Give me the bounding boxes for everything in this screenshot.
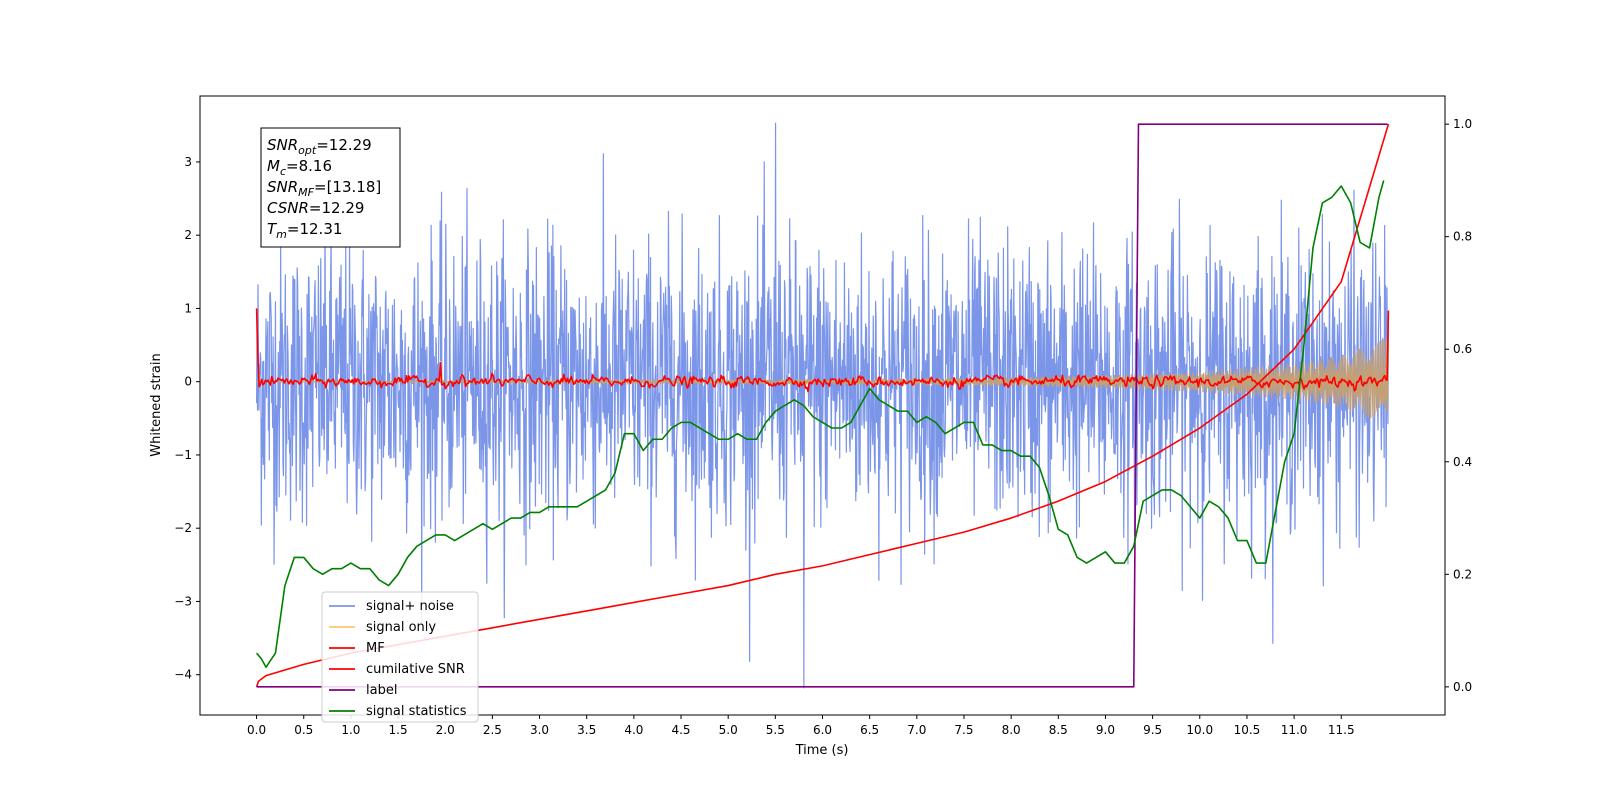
x-tick-label: 0.5 [294,723,313,737]
series-signal-statistics [255,180,1385,668]
series-signal-noise [255,122,1390,689]
y-right-tick-label: 0.4 [1453,455,1472,469]
x-tick-label: 1.0 [341,723,360,737]
y-right-tick-label: 1.0 [1453,117,1472,131]
x-tick-label: 3.5 [577,723,596,737]
legend: signal+ noise signal only MF cumilative SNR… [321,591,479,723]
y-left-tick-label: −4 [174,668,192,682]
y-left-tick-label: −2 [174,521,192,535]
y-right-tick-label: 0.0 [1453,680,1472,694]
legend-label: signal only [366,620,436,635]
y-right-tick-label: 0.2 [1453,567,1472,581]
y-axis-label: Whitened strain [149,353,164,456]
y-left-tick-label: 0 [184,375,192,389]
x-tick-label: 5.5 [766,723,785,737]
y-left-tick-label: −3 [174,594,192,608]
x-tick-label: 3.0 [530,723,549,737]
y-left-tick-label: 2 [184,228,192,242]
x-tick-label: 4.0 [624,723,643,737]
x-tick-label: 6.0 [813,723,832,737]
x-tick-label: 8.0 [1002,723,1021,737]
annotation-line: CSNR=12.29 [267,199,364,217]
series-mf [255,308,1390,393]
x-tick-label: 9.5 [1143,723,1162,737]
y-right-tick-label: 0.8 [1453,230,1472,244]
annotation-line: SNRMF=[13.18] [267,178,381,199]
y-left-tick-label: −1 [174,448,192,462]
x-tick-label: 2.5 [483,723,502,737]
x-tick-label: 2.0 [436,723,455,737]
legend-label: signal statistics [366,704,467,719]
annotation-line: Mc=8.16 [267,157,332,178]
x-tick-label: 1.5 [389,723,408,737]
x-tick-label: 9.0 [1096,723,1115,737]
x-axis-label: Time (s) [795,743,849,758]
annotation-line: Tm=12.31 [267,220,342,241]
x-tick-label: 10.5 [1234,723,1261,737]
x-tick-label: 5.0 [719,723,738,737]
annotation-box: SNRopt=12.29Mc=8.16SNRMF=[13.18]CSNR=12.… [260,127,401,248]
annotation-frame [260,127,401,248]
x-tick-label: 4.5 [671,723,690,737]
y-left-tick-label: 1 [184,301,192,315]
y-axis-left: 3 2 1 0 −1 −2 −3 −4 [174,155,200,682]
x-tick-label: 11.0 [1281,723,1308,737]
y-right-tick-label: 0.6 [1453,342,1472,356]
legend-label: label [366,683,397,698]
legend-label: cumilative SNR [366,662,465,677]
legend-label: MF [366,641,385,656]
x-tick-label: 0.0 [247,723,266,737]
x-tick-label: 7.0 [907,723,926,737]
y-axis-right: 1.0 0.8 0.6 0.4 0.2 0.0 [1445,117,1472,694]
legend-frame [321,591,479,723]
x-tick-label: 6.5 [860,723,879,737]
legend-label: signal+ noise [366,599,454,614]
annotation-line: SNRopt=12.29 [267,136,372,157]
x-tick-label: 7.5 [954,723,973,737]
y-left-tick-label: 3 [184,155,192,169]
x-tick-label: 11.5 [1328,723,1355,737]
x-tick-label: 10.0 [1186,723,1213,737]
x-tick-label: 8.5 [1049,723,1068,737]
series-label [256,123,1388,688]
x-axis: 0.0 0.5 1.0 1.5 2.0 2.5 3.0 3.5 4.0 4.5 5.0 5.5 6.0 6… [247,715,1355,737]
